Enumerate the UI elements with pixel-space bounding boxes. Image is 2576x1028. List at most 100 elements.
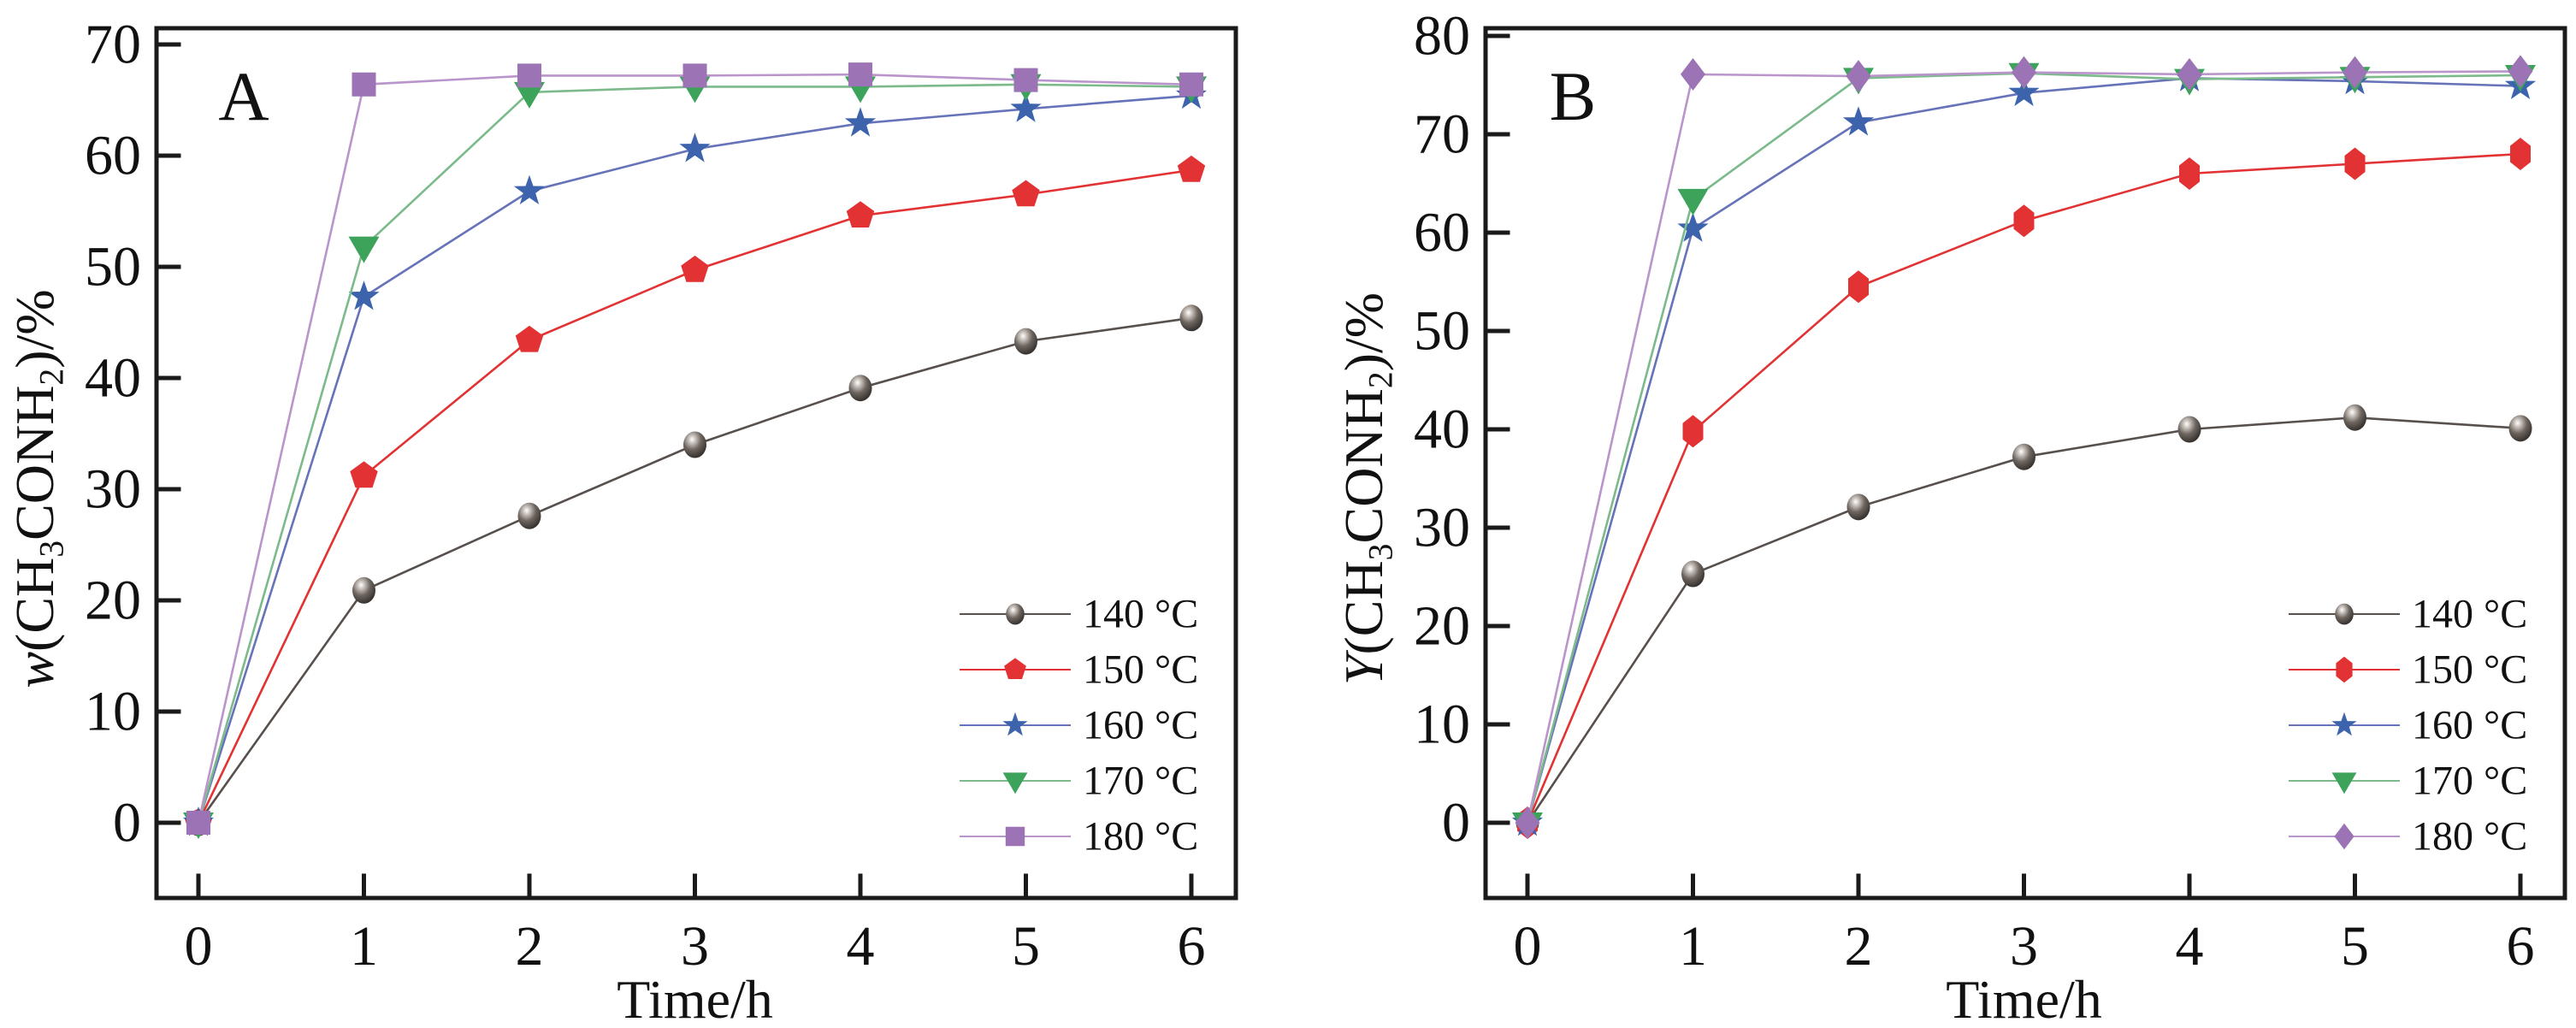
series-line — [197, 94, 1192, 824]
panel-letter: B — [1550, 57, 1597, 135]
y-tick-label: 80 — [1414, 5, 1470, 68]
marker-sphere — [2012, 443, 2035, 470]
x-tick-label: 4 — [847, 915, 875, 978]
legend-label: 140 °C — [1083, 592, 1198, 637]
y-tick-label: 10 — [1414, 694, 1470, 756]
marker-star — [679, 133, 711, 162]
marker-diamond — [2343, 56, 2367, 89]
marker-pentagon — [350, 461, 378, 488]
marker-triangle-down — [348, 236, 380, 263]
marker-hexagon — [2344, 147, 2366, 180]
marker-triangle-down — [1677, 188, 1709, 216]
y-tick-label: 70 — [1414, 103, 1470, 166]
legend-label: 180 °C — [2412, 814, 2527, 860]
y-tick-label: 30 — [1414, 497, 1470, 559]
marker-sphere — [2335, 603, 2354, 625]
marker-square — [352, 72, 376, 97]
marker-diamond — [2012, 56, 2036, 89]
marker-hexagon — [2013, 204, 2035, 238]
y-tick-label: 20 — [1414, 595, 1470, 658]
marker-hexagon — [1848, 270, 1869, 304]
plot-frame — [1483, 26, 2567, 901]
y-tick-label: 20 — [85, 570, 141, 632]
x-tick-label: 6 — [2507, 915, 2535, 978]
x-tick-label: 0 — [185, 915, 213, 978]
marker-hexagon — [1682, 415, 1704, 448]
x-tick-label: 2 — [516, 915, 544, 978]
marker-hexagon — [2336, 656, 2353, 683]
marker-diamond — [1846, 60, 1871, 93]
marker-sphere — [1006, 603, 1025, 625]
legend: 140 °C 150 °C 160 °C 170 °C 180 °C — [960, 592, 1198, 860]
series-180C — [186, 62, 1203, 835]
marker-star — [513, 174, 546, 204]
panel-b-chart: 0 1 2 3 4 5 601020304050607080Time/hY(CH3CONH2… — [1333, 5, 2567, 1028]
legend-item-150C: 150 °C — [960, 647, 1198, 693]
legend-label: 170 °C — [1083, 759, 1198, 804]
y-tick-label: 60 — [85, 125, 141, 187]
marker-sphere — [1681, 560, 1705, 588]
legend-item-170C: 170 °C — [2289, 759, 2527, 804]
marker-sphere — [1179, 304, 1203, 332]
y-tick-label: 60 — [1414, 202, 1470, 264]
legend-item-160C: 160 °C — [2289, 703, 2527, 748]
y-tick-label: 30 — [85, 458, 141, 521]
x-tick-label: 3 — [681, 915, 709, 978]
marker-star — [844, 107, 877, 137]
y-axis: 0 10 20 30 40 50 60 70 80 — [1414, 5, 1510, 854]
legend-label: 150 °C — [2412, 647, 2527, 693]
marker-square — [682, 63, 707, 88]
marker-pentagon — [1004, 658, 1026, 679]
legend: 140 °C 150 °C 160 °C 170 °C 180 °C — [2289, 592, 2527, 860]
marker-sphere — [1014, 328, 1037, 355]
marker-pentagon — [681, 255, 709, 282]
y-tick-label: 40 — [85, 347, 141, 410]
marker-sphere — [683, 431, 706, 458]
series-line — [1526, 416, 2521, 824]
y-tick-label: 70 — [85, 14, 141, 76]
series-140C — [186, 304, 1203, 836]
plot-frame — [154, 26, 1238, 901]
marker-diamond — [2334, 823, 2354, 850]
series-line — [1526, 152, 2521, 824]
legend-item-180C: 180 °C — [2289, 814, 2527, 860]
marker-triangle-down — [514, 81, 545, 109]
marker-hexagon — [2510, 138, 2531, 170]
marker-pentagon — [846, 201, 875, 227]
x-tick-label: 5 — [2341, 915, 2369, 978]
x-tick-label: 6 — [1178, 915, 1206, 978]
marker-square — [186, 811, 210, 835]
x-tick-label: 1 — [1679, 915, 1707, 978]
marker-sphere — [352, 576, 375, 604]
marker-star — [2008, 76, 2040, 107]
marker-square — [517, 63, 541, 88]
x-axis: 0 1 2 3 4 5 6 — [185, 873, 1206, 978]
marker-star — [2331, 712, 2357, 736]
marker-sphere — [2343, 404, 2366, 431]
marker-square — [848, 62, 872, 87]
x-tick-label: 2 — [1845, 915, 1873, 978]
y-tick-label: 50 — [1414, 300, 1470, 363]
y-tick-label: 0 — [1442, 792, 1470, 854]
marker-diamond — [1515, 806, 1540, 839]
legend-item-180C: 180 °C — [960, 814, 1198, 860]
marker-pentagon — [1177, 155, 1206, 182]
legend-item-170C: 170 °C — [960, 759, 1198, 804]
legend-item-140C: 140 °C — [2289, 592, 2527, 637]
series-140C — [1515, 404, 2532, 836]
marker-hexagon — [2179, 157, 2200, 190]
x-axis: 0 1 2 3 4 5 6 — [1514, 873, 2535, 978]
marker-pentagon — [515, 325, 544, 352]
x-axis-title: Time/h — [1946, 969, 2102, 1028]
y-axis-title: w(CH3CONH2)/% — [4, 289, 71, 688]
marker-square — [1179, 72, 1203, 97]
legend-label: 160 °C — [2412, 703, 2527, 748]
marker-star — [1677, 212, 1709, 242]
series-150C — [1517, 138, 2531, 839]
series-150C — [184, 155, 1206, 835]
marker-diamond — [2508, 55, 2533, 88]
marker-pentagon — [1012, 180, 1040, 207]
legend-item-150C: 150 °C — [2289, 647, 2527, 693]
y-tick-label: 0 — [113, 792, 141, 854]
